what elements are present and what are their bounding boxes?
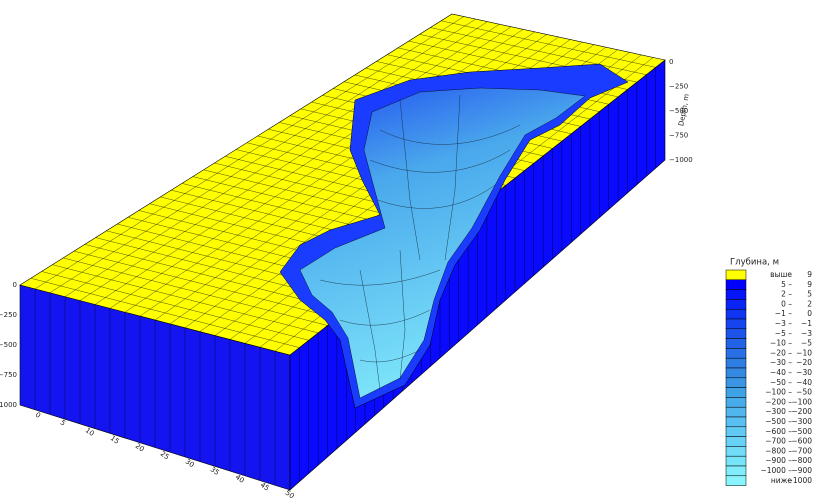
legend-to: −20 xyxy=(796,358,812,367)
legend-to: −1000 xyxy=(787,476,813,485)
legend-to: 9 xyxy=(807,270,812,279)
legend-swatch xyxy=(725,308,747,320)
legend-swatch xyxy=(725,367,747,379)
block xyxy=(19,13,666,491)
legend-swatch xyxy=(725,357,747,369)
legend-to: −30 xyxy=(796,368,812,377)
legend-swatch xyxy=(725,446,747,457)
legend-to: −600 xyxy=(791,437,812,446)
legend-swatch xyxy=(725,377,747,388)
legend-to: −200 xyxy=(791,407,812,416)
front-tick-label: 30 xyxy=(184,458,196,470)
legend-from: −5 – xyxy=(775,329,792,338)
legend-from: −300 – xyxy=(765,407,792,416)
legend-to: −1 xyxy=(801,319,812,328)
legend-from: −50 – xyxy=(770,378,792,387)
legend-to: −10 xyxy=(796,348,812,357)
left-depth-label: 0 xyxy=(13,281,17,289)
legend-to: −800 xyxy=(791,456,812,465)
legend-from: −100 – xyxy=(765,388,792,397)
legend-to: −300 xyxy=(791,417,812,426)
legend-swatch xyxy=(725,387,747,398)
legend-to: −40 xyxy=(796,378,812,387)
legend-title: Глубина, м xyxy=(730,258,779,268)
front-tick-label: 50 xyxy=(284,489,296,498)
legend-swatch xyxy=(725,318,747,330)
legend-swatch xyxy=(725,475,747,486)
grid-line xyxy=(94,26,512,305)
legend: Глубина, м выше 95 –92 –50 –2−1 –0−3 – −1−… xyxy=(725,258,813,486)
legend-swatch xyxy=(725,328,747,339)
front-tick-label: 25 xyxy=(159,450,171,462)
left-depth-label: −500 xyxy=(0,341,17,349)
legend-from: −500 – xyxy=(765,417,792,426)
grid-line xyxy=(49,18,476,293)
legend-from: выше xyxy=(770,270,792,279)
legend-from: −800 – xyxy=(765,446,792,455)
grid-line xyxy=(34,16,464,290)
legend-from: 0 – xyxy=(781,299,792,308)
legend-to: −50 xyxy=(796,388,812,397)
legend-from: −200 – xyxy=(765,397,792,406)
legend-swatch xyxy=(725,436,747,447)
legend-swatch xyxy=(725,426,747,437)
right-depth-title: Depth, m xyxy=(677,93,691,127)
legend-swatch xyxy=(725,397,747,408)
lake-surface xyxy=(299,87,586,399)
legend-swatch xyxy=(725,348,747,359)
legend-from: −20 – xyxy=(770,348,792,357)
legend-swatch xyxy=(725,455,747,467)
legend-to: 9 xyxy=(807,280,812,289)
legend-swatch xyxy=(725,279,747,290)
legend-swatch xyxy=(725,416,747,428)
front-tick-label: 5 xyxy=(59,419,67,428)
right-depth-label: −500 xyxy=(669,107,688,115)
legend-from: −1 – xyxy=(775,309,792,318)
front-tick-label: 45 xyxy=(259,481,271,493)
legend-from: −600 – xyxy=(765,427,792,436)
legend-from: −700 – xyxy=(765,437,792,446)
legend-from: −1000 – xyxy=(760,466,792,475)
legend-to: −3 xyxy=(801,329,812,338)
legend-swatch xyxy=(725,465,747,477)
legend-from: −900 – xyxy=(765,456,792,465)
front-tick-label: 15 xyxy=(109,434,121,446)
legend-to: −5 xyxy=(801,339,812,348)
left-depth-label: −250 xyxy=(0,311,17,319)
legend-from: −10 – xyxy=(770,339,792,348)
legend-from: ниже xyxy=(771,476,793,485)
legend-to: −900 xyxy=(791,466,812,475)
right-depth-label: −1000 xyxy=(669,156,693,164)
front-tick-label: 10 xyxy=(84,426,96,438)
legend-from: 2 – xyxy=(781,290,792,299)
legend-to: −100 xyxy=(791,397,812,406)
front-tick-label: 40 xyxy=(234,473,246,485)
front-tick-label: 35 xyxy=(209,465,221,477)
left-depth-label: −750 xyxy=(0,371,17,379)
front-tick-label: 20 xyxy=(134,442,146,454)
legend-to: −700 xyxy=(791,446,812,455)
right-depth-label: −750 xyxy=(669,132,688,140)
legend-from: −40 – xyxy=(770,368,792,377)
legend-swatch xyxy=(725,406,747,418)
contours xyxy=(319,94,521,391)
legend-swatch xyxy=(725,289,747,300)
legend-to: 5 xyxy=(807,290,812,299)
legend-swatch xyxy=(725,269,747,281)
legend-swatch xyxy=(725,299,747,310)
legend-swatch xyxy=(725,338,747,349)
legend-from: −3 – xyxy=(775,319,792,328)
right-depth-label: −250 xyxy=(669,83,688,91)
legend-from: −30 – xyxy=(770,358,792,367)
legend-to: 2 xyxy=(807,299,812,308)
legend-from: 5 – xyxy=(781,280,792,289)
left-depth-label: −1000 xyxy=(0,401,17,409)
front-tick-label: 0 xyxy=(34,411,42,420)
legend-to: 0 xyxy=(807,309,812,318)
grid-line xyxy=(79,24,500,301)
legend-to: −500 xyxy=(791,427,812,436)
right-depth-label: 0 xyxy=(669,58,673,66)
grid-line xyxy=(64,21,488,297)
